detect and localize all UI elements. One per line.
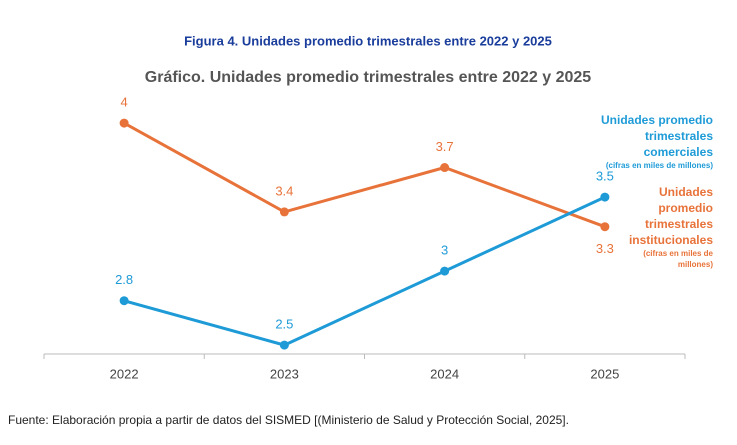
data-label: 2.5 xyxy=(275,317,293,332)
legend-label: Unidades promedio trimestrales comercial… xyxy=(600,113,713,159)
point xyxy=(279,207,289,217)
x-tick-label: 2025 xyxy=(590,366,619,381)
data-label: 3.7 xyxy=(436,139,454,154)
point xyxy=(600,192,610,202)
x-tick-label: 2024 xyxy=(430,366,459,381)
chart-title: Gráfico. Unidades promedio trimestrales … xyxy=(145,69,592,86)
point xyxy=(440,163,450,173)
legend-note: (cifras en miles de millones) xyxy=(643,249,713,269)
point xyxy=(600,222,610,232)
legend-entry: Unidades promedio trimestrales comercial… xyxy=(573,112,713,171)
series-line xyxy=(123,195,606,347)
figure-title: Figura 4. Unidades promedio trimestrales… xyxy=(184,33,552,48)
data-label: 2.8 xyxy=(115,272,133,287)
point xyxy=(279,340,289,350)
data-label: 3.3 xyxy=(596,241,614,256)
legend-entry: Unidades promedio trimestrales instituci… xyxy=(618,184,713,270)
point xyxy=(119,296,129,306)
x-tick-label: 2022 xyxy=(110,366,139,381)
data-label: 3 xyxy=(441,243,448,258)
source-note: Fuente: Elaboración propia a partir de d… xyxy=(8,413,569,427)
point xyxy=(119,118,129,128)
legend-label: Unidades promedio trimestrales instituci… xyxy=(628,185,713,247)
data-label: 3.5 xyxy=(596,169,614,184)
legend-note: (cifras en miles de millones) xyxy=(605,161,713,170)
series-line xyxy=(123,121,606,229)
point xyxy=(440,266,450,276)
data-label: 4 xyxy=(121,95,128,110)
data-label: 3.4 xyxy=(275,183,293,198)
x-tick-label: 2023 xyxy=(270,366,299,381)
